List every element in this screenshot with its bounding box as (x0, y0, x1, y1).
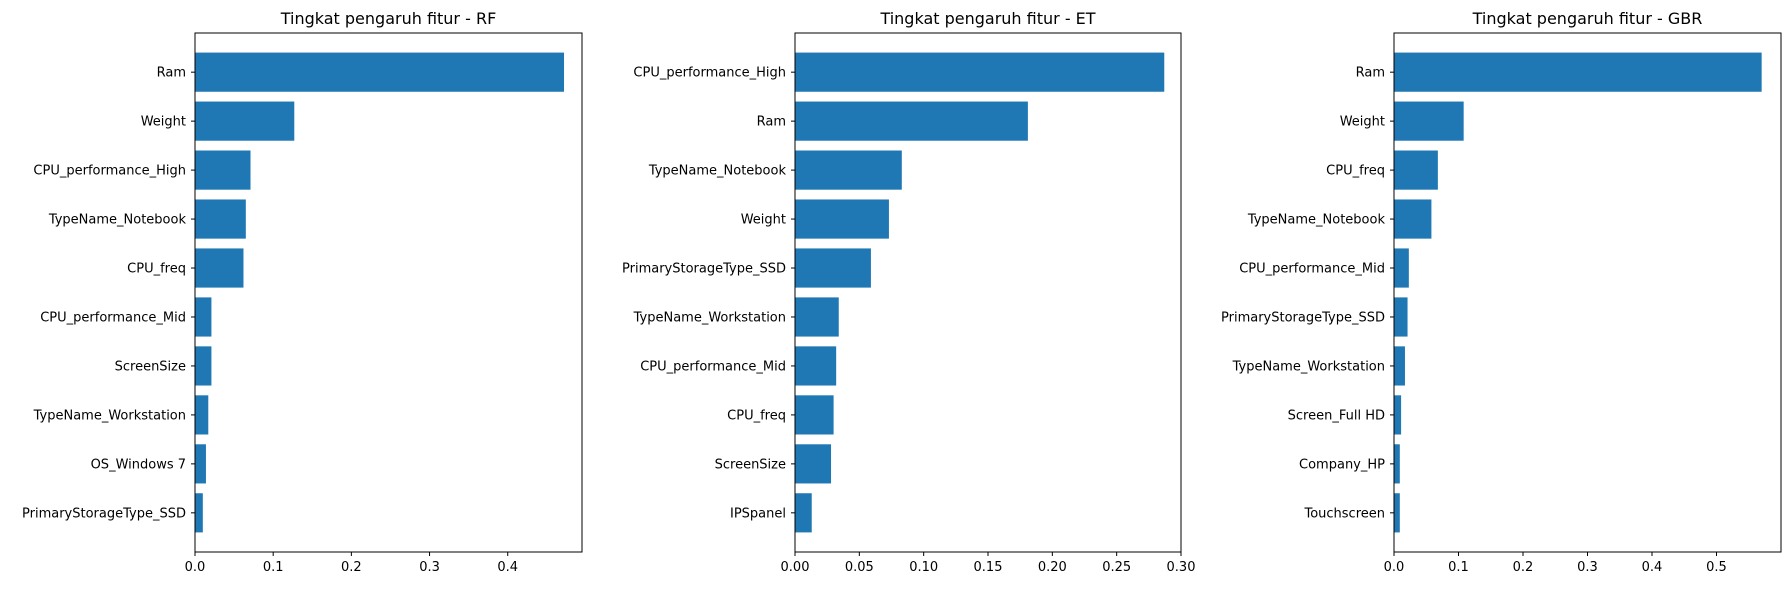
y-tick-label: CPU_performance_Mid (640, 359, 786, 374)
y-tick-label: ScreenSize (115, 359, 186, 374)
bar (195, 346, 212, 386)
bar (195, 493, 203, 533)
bar (1394, 297, 1408, 337)
chart-panel-2: Tingkat pengaruh fitur - ET CPU_performan… (622, 9, 1195, 575)
bar (1394, 395, 1402, 435)
y-tick-label: TypeName_Workstation (633, 310, 786, 325)
chart-title: Tingkat pengaruh fitur - RF (280, 9, 497, 28)
y-tick-label: Ram (157, 66, 186, 81)
y-tick-label: Touchscreen (1303, 506, 1385, 521)
y-tick-label: CPU_performance_Mid (1239, 262, 1385, 277)
x-tick-label: 0.3 (419, 560, 440, 575)
y-tick-label: CPU_performance_Mid (40, 310, 186, 325)
x-tick-label: 0.00 (781, 560, 810, 575)
y-tick-label: CPU_performance_High (633, 66, 786, 81)
y-tick-label: TypeName_Notebook (1247, 213, 1386, 228)
bar (1394, 444, 1400, 484)
bar (1394, 248, 1409, 288)
y-tick-label: CPU_freq (1326, 164, 1385, 179)
bar (1394, 101, 1464, 141)
x-tick-label: 0.1 (263, 560, 284, 575)
x-tick-label: 0.20 (1038, 560, 1067, 575)
y-tick-label: TypeName_Workstation (1232, 359, 1385, 374)
bar (195, 248, 244, 288)
x-tick-label: 0.10 (909, 560, 938, 575)
x-tick-label: 0.4 (1642, 560, 1663, 575)
bar (795, 52, 1165, 92)
axes-frame (794, 32, 1182, 553)
chart-panel-3: Tingkat pengaruh fitur - GBR Ram Weight CPU… (1221, 9, 1782, 575)
y-tick-label: Weight (1340, 115, 1385, 130)
bar (195, 150, 251, 190)
y-tick-label: CPU_performance_High (33, 164, 186, 179)
x-tick-label: 0.3 (1577, 560, 1598, 575)
y-tick-label: Company_HP (1299, 457, 1385, 472)
bar (795, 493, 812, 533)
bar (195, 297, 212, 337)
y-tick-label: CPU_freq (127, 262, 186, 277)
axes-frame (194, 32, 583, 553)
y-tick-label: OS_Windows 7 (91, 457, 186, 472)
y-tick-label: CPU_freq (727, 408, 786, 423)
x-tick-label: 0.1 (1448, 560, 1469, 575)
x-tick-label: 0.30 (1167, 560, 1196, 575)
bar (1394, 150, 1438, 190)
y-tick-label: Screen_Full HD (1288, 408, 1385, 423)
bar (1394, 199, 1432, 239)
y-tick-label: PrimaryStorageType_SSD (622, 262, 786, 277)
x-tick-label: 0.5 (1706, 560, 1727, 575)
bar (795, 248, 871, 288)
y-tick-label: TypeName_Notebook (48, 213, 187, 228)
bar (795, 101, 1028, 141)
bar (195, 395, 209, 435)
x-tick-label: 0.15 (974, 560, 1003, 575)
y-tick-label: ScreenSize (715, 457, 786, 472)
y-tick-label: Ram (757, 115, 786, 130)
x-tick-label: 0.2 (341, 560, 362, 575)
bar (195, 444, 206, 484)
chart-title: Tingkat pengaruh fitur - GBR (1472, 9, 1703, 28)
y-tick-label: Weight (741, 213, 786, 228)
x-tick-label: 0.0 (1384, 560, 1405, 575)
bar (1394, 346, 1405, 386)
bar (795, 150, 902, 190)
y-tick-label: Ram (1356, 66, 1385, 81)
y-tick-label: PrimaryStorageType_SSD (22, 506, 186, 521)
y-tick-label: Weight (141, 115, 186, 130)
y-tick-label: PrimaryStorageType_SSD (1221, 310, 1385, 325)
y-tick-label: TypeName_Workstation (33, 408, 186, 423)
bar (195, 199, 246, 239)
x-tick-label: 0.25 (1102, 560, 1131, 575)
bar (795, 444, 832, 484)
bar (795, 199, 889, 239)
x-tick-label: 0.2 (1513, 560, 1534, 575)
y-tick-label: TypeName_Notebook (648, 164, 787, 179)
chart-title: Tingkat pengaruh fitur - ET (879, 9, 1095, 28)
bar (795, 395, 834, 435)
bar (795, 346, 837, 386)
bar (195, 101, 295, 141)
x-tick-label: 0.4 (497, 560, 518, 575)
x-tick-label: 0.05 (845, 560, 874, 575)
bar (195, 52, 565, 92)
chart-panel-1: Tingkat pengaruh fitur - RF Ram Weight CPU_… (22, 9, 583, 575)
bar (1394, 52, 1762, 92)
bar (795, 297, 839, 337)
x-tick-label: 0.0 (185, 560, 206, 575)
y-tick-label: IPSpanel (730, 506, 786, 521)
axes-frame (1393, 32, 1782, 553)
bar (1394, 493, 1400, 533)
